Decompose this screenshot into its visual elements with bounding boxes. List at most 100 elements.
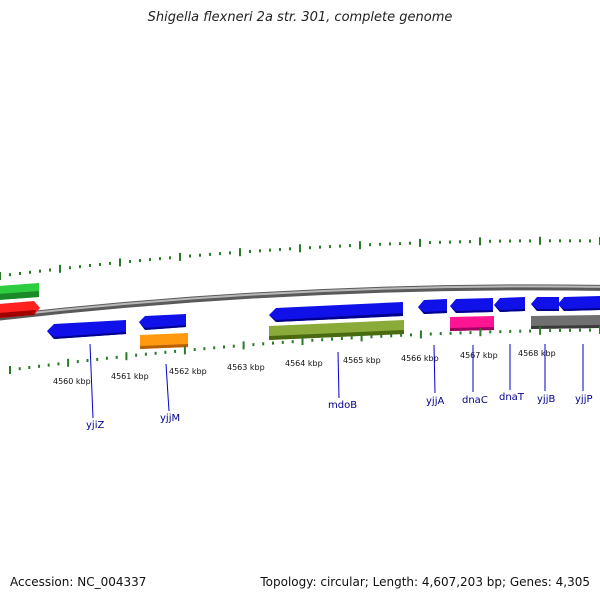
major-tick [539,236,541,245]
upper-tick-ring [0,236,600,280]
gene-label-yjiZ: yjiZ [86,420,104,431]
minor-tick [509,329,512,333]
minor-tick [249,250,251,253]
minor-tick [105,356,108,360]
major-tick [419,238,421,247]
major-tick [299,244,301,253]
minor-tick [272,341,274,345]
major-tick [242,341,245,350]
leader-line-yjjA [433,344,436,394]
minor-tick [169,256,171,260]
minor-tick [449,240,451,244]
minor-tick [259,249,261,253]
minor-tick [219,252,221,256]
minor-tick [559,239,561,243]
kbp-label: 4563 kbp [227,363,265,372]
minor-tick [459,331,462,335]
minor-tick [579,239,581,243]
minor-tick [489,239,491,243]
minor-tick [209,252,211,256]
kbp-label: 4560 kbp [53,377,91,386]
minor-tick [429,332,432,336]
minor-tick [291,340,294,344]
minor-tick [232,344,235,348]
major-tick [479,237,481,246]
minor-tick [174,349,177,353]
gene-block-mdoB [269,302,404,340]
minor-tick [279,248,281,251]
kbp-label: 4565 kbp [343,356,381,365]
minor-tick [213,346,216,350]
major-tick [479,328,482,337]
minor-tick [579,328,581,332]
minor-tick [281,340,284,344]
minor-tick [9,273,11,277]
gene-block-yjjA [418,299,447,314]
minor-tick [589,328,591,332]
gene-label-yjjB: yjjB [537,394,555,405]
minor-tick [144,352,147,356]
minor-tick [449,331,452,335]
gene-label-yjjP: yjjP [575,394,593,405]
minor-tick [38,364,40,368]
minor-tick [489,330,492,334]
minor-tick [389,242,391,246]
minor-tick [410,333,412,337]
major-tick [360,333,363,342]
minor-tick [203,347,206,351]
minor-tick [18,367,21,371]
minor-tick [309,246,311,250]
gene-block-dnaC [450,298,494,331]
leader-line-mdoB [337,351,340,399]
minor-tick [370,335,373,339]
accession-text: Accession: NC_004337 [10,575,147,589]
minor-tick [223,345,225,349]
minor-tick [380,334,383,338]
minor-tick [189,254,191,258]
map-title: Shigella flexneri 2a str. 301, complete … [147,10,453,25]
minor-tick [569,328,571,332]
minor-tick [311,338,314,342]
kbp-label: 4564 kbp [285,359,323,368]
minor-tick [339,244,341,248]
major-tick [183,346,186,355]
minor-tick [252,343,255,347]
minor-tick [321,338,324,342]
gene-label-yjjA: yjjA [426,396,444,407]
major-tick [0,272,1,280]
kbp-label: 4566 kbp [401,354,439,363]
kbp-label: 4568 kbp [518,349,556,358]
major-tick [301,337,304,345]
minor-tick [400,333,403,337]
major-tick [179,252,181,261]
genome-summary-text: Topology: circular; Length: 4,607,203 bp… [260,575,590,589]
minor-tick [549,329,552,333]
major-tick [239,248,241,257]
leader-line-yjiZ [89,343,94,419]
minor-tick [109,261,111,265]
minor-tick [349,244,351,248]
minor-tick [76,360,79,364]
minor-tick [164,350,167,354]
gene-label-dnaT: dnaT [499,392,525,403]
major-tick [9,366,11,374]
minor-tick [269,248,271,252]
minor-tick [86,359,89,362]
minor-tick [289,247,291,251]
minor-tick [499,330,502,334]
minor-tick [429,241,431,245]
minor-tick [369,243,371,247]
kbp-label: 4561 kbp [111,372,149,381]
gene-block-yjjP [531,296,600,329]
kbp-label: 4562 kbp [169,367,207,376]
gene-label-yjjM: yjjM [160,413,180,424]
minor-tick [329,245,331,249]
minor-tick [135,353,138,357]
minor-tick [99,263,101,266]
minor-tick [262,342,265,346]
gene-block-yjjM [139,314,188,349]
major-tick [359,241,361,250]
minor-tick [149,258,151,262]
gene-block-yjiZ [47,320,126,339]
leader-line-yjjM [165,363,170,412]
